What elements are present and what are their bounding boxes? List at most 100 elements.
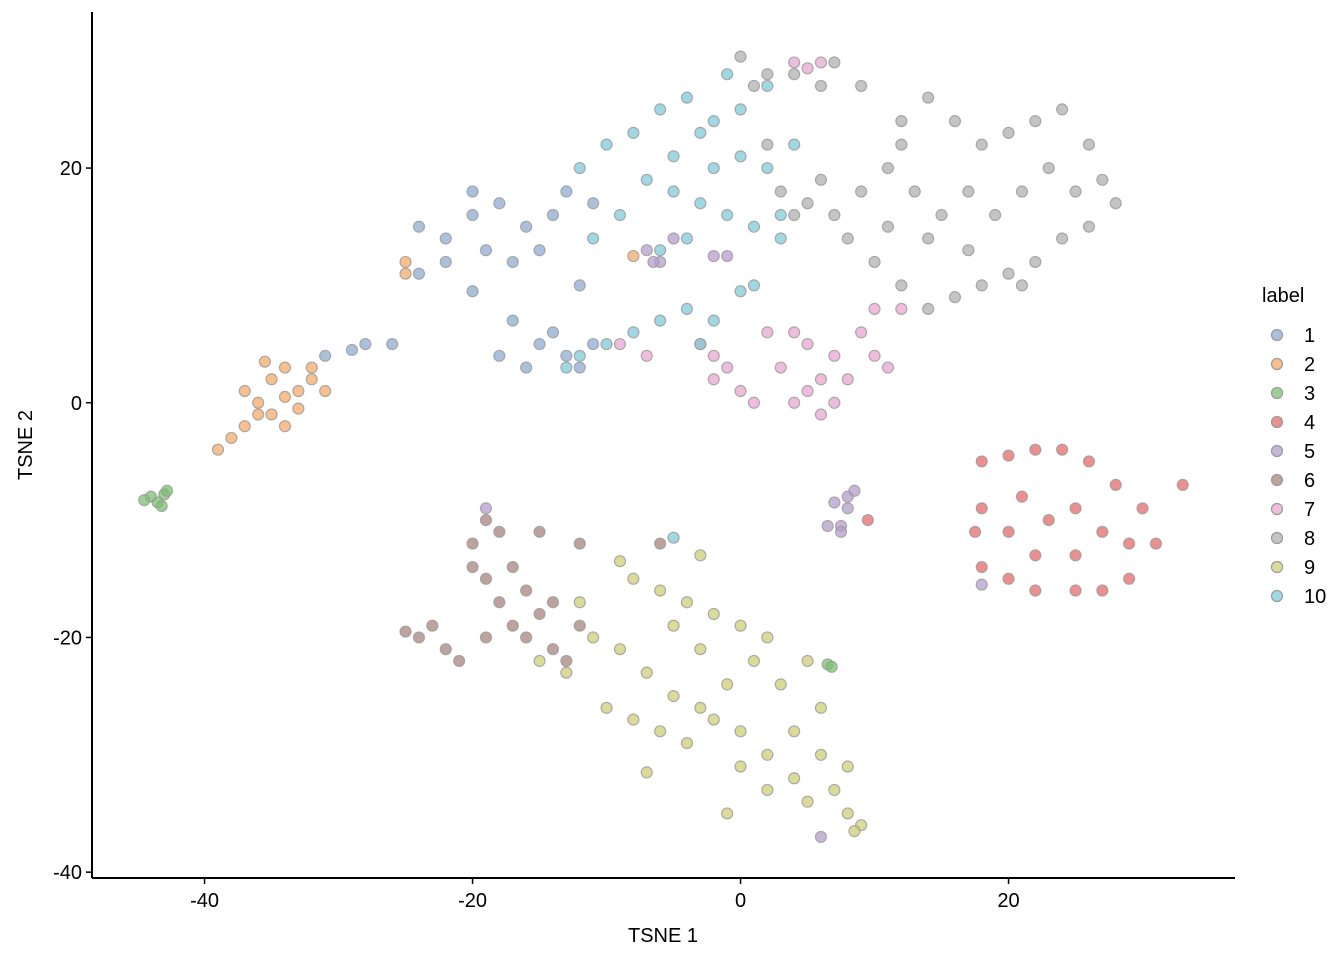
point [814,373,828,386]
point [627,572,640,585]
point [640,349,653,362]
point [694,337,707,351]
point [359,337,372,351]
point [895,138,908,151]
point [989,208,1002,222]
point [828,208,841,222]
point [1056,232,1069,245]
point [546,208,560,222]
point [533,607,546,621]
point [466,537,479,550]
point [774,232,787,245]
point [466,560,479,574]
point [654,244,667,257]
point [1069,584,1082,597]
legend-label: 6 [1304,470,1315,492]
point [386,337,399,351]
point [600,337,613,351]
point [734,285,747,298]
y-axis-label: TSNE 2 [15,410,37,480]
point [881,361,895,374]
point [479,631,493,644]
point [573,161,586,175]
point [573,596,586,609]
point [1136,502,1149,515]
point [667,531,680,544]
point [466,285,479,298]
point [265,408,278,421]
point [1042,514,1055,527]
point [627,126,640,139]
point [654,537,667,550]
point [627,713,640,726]
point [1082,220,1096,233]
point [613,643,627,656]
point [747,279,761,292]
legend-marker [1270,531,1284,545]
point [1123,537,1136,550]
point [814,408,828,421]
legend-label: 5 [1304,441,1315,463]
y-tick-label: 0 [71,393,82,415]
point [1123,572,1136,585]
legend-label: 7 [1304,499,1315,521]
x-tick-label: -20 [458,890,487,912]
point [613,337,627,351]
point [560,361,573,374]
point [493,349,506,362]
point [834,525,848,538]
point [479,572,493,585]
point [922,91,935,104]
point [573,361,586,374]
legend-label: 3 [1304,383,1315,405]
point [292,402,305,415]
point [721,208,734,222]
point [881,161,895,175]
point [533,337,546,351]
legend-label: 1 [1304,325,1315,347]
point [922,302,935,315]
point [962,185,975,198]
legend-marker [1270,386,1284,400]
point [1002,126,1015,139]
point [841,373,854,386]
point [1069,185,1082,198]
point [975,578,988,591]
point [1176,478,1189,491]
legend-label: 2 [1304,354,1315,376]
x-tick-label: 0 [735,890,746,912]
point [238,420,251,433]
point [801,337,814,351]
point [935,208,948,222]
point [1069,502,1082,515]
point [155,499,168,513]
point [841,807,854,820]
point [855,326,868,339]
point [801,197,814,210]
point [962,244,975,257]
point [647,255,660,269]
point [761,631,774,644]
point [1002,572,1015,585]
point [573,279,586,292]
point [1015,279,1029,292]
point [788,396,801,409]
point [855,185,868,198]
point [788,56,801,69]
point [278,390,292,403]
point [734,103,747,116]
point [613,208,627,222]
point [587,197,600,210]
point [278,420,292,433]
point [694,126,707,139]
point [493,596,506,609]
point [238,384,251,398]
point [399,267,412,280]
point [1096,525,1109,538]
point [453,654,466,668]
point [975,560,988,574]
point [412,220,426,233]
point [774,678,787,691]
